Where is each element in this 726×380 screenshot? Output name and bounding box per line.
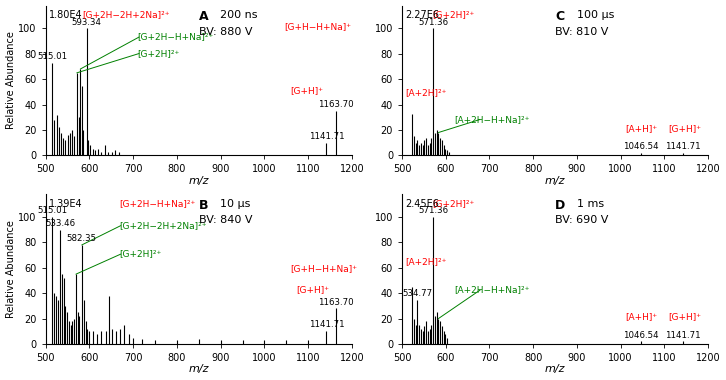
- Text: [G+H−H+Na]⁺: [G+H−H+Na]⁺: [290, 264, 358, 274]
- Text: 2.27E6: 2.27E6: [405, 10, 439, 20]
- Text: 10 μs: 10 μs: [220, 199, 250, 209]
- Text: [A+2H−H+Na]²⁺: [A+2H−H+Na]²⁺: [454, 286, 529, 294]
- Text: [G+2H−H+Na]²⁺: [G+2H−H+Na]²⁺: [137, 33, 214, 41]
- Text: 515.01: 515.01: [37, 52, 68, 61]
- X-axis label: m/z: m/z: [189, 176, 209, 186]
- Text: 200 ns: 200 ns: [220, 10, 258, 20]
- Text: [G+2H−H+Na]²⁺: [G+2H−H+Na]²⁺: [119, 199, 195, 207]
- Text: 582.35: 582.35: [67, 234, 97, 243]
- Text: 1141.71: 1141.71: [665, 142, 701, 151]
- Text: [G+2H−2H+2Na]²⁺: [G+2H−2H+2Na]²⁺: [119, 221, 207, 230]
- Text: 1141.71: 1141.71: [665, 331, 701, 340]
- Text: BV: 810 V: BV: 810 V: [555, 27, 608, 36]
- Text: [G+2H]²⁺: [G+2H]²⁺: [433, 10, 475, 19]
- Text: 100 μs: 100 μs: [576, 10, 614, 20]
- Text: C: C: [555, 10, 564, 23]
- Text: 533.46: 533.46: [45, 219, 76, 228]
- Text: [G+H]⁺: [G+H]⁺: [669, 313, 701, 321]
- Text: 1163.70: 1163.70: [318, 100, 354, 109]
- Text: [G+H]⁺: [G+H]⁺: [290, 87, 324, 95]
- Text: 1141.71: 1141.71: [309, 132, 344, 141]
- Text: BV: 880 V: BV: 880 V: [199, 27, 253, 36]
- Text: B: B: [199, 199, 208, 212]
- Text: [G+H]⁺: [G+H]⁺: [669, 124, 701, 133]
- Text: [A+2H−H+Na]²⁺: [A+2H−H+Na]²⁺: [454, 115, 529, 124]
- Text: 1.80E4: 1.80E4: [49, 10, 83, 20]
- Text: BV: 840 V: BV: 840 V: [199, 215, 253, 225]
- X-axis label: m/z: m/z: [544, 364, 566, 374]
- Y-axis label: Relative Abundance: Relative Abundance: [6, 32, 15, 130]
- Text: 515.01: 515.01: [37, 206, 68, 215]
- Text: 571.36: 571.36: [418, 206, 448, 215]
- Text: 1 ms: 1 ms: [576, 199, 603, 209]
- Text: 1046.54: 1046.54: [623, 331, 658, 340]
- Text: 1046.54: 1046.54: [623, 142, 658, 151]
- X-axis label: m/z: m/z: [544, 176, 566, 186]
- Text: 1.39E4: 1.39E4: [49, 199, 83, 209]
- Text: [A+H]⁺: [A+H]⁺: [626, 313, 658, 321]
- Text: 593.34: 593.34: [72, 17, 102, 27]
- Text: [A+2H]²⁺: [A+2H]²⁺: [405, 257, 446, 266]
- Text: [G+2H]²⁺: [G+2H]²⁺: [433, 199, 475, 207]
- X-axis label: m/z: m/z: [189, 364, 209, 374]
- Text: [G+H]⁺: [G+H]⁺: [297, 286, 330, 294]
- Text: 571.36: 571.36: [418, 17, 448, 27]
- Text: [G+2H]²⁺: [G+2H]²⁺: [119, 250, 161, 259]
- Text: A: A: [199, 10, 208, 23]
- Y-axis label: Relative Abundance: Relative Abundance: [6, 220, 15, 318]
- Text: BV: 690 V: BV: 690 V: [555, 215, 608, 225]
- Text: [G+2H]²⁺: [G+2H]²⁺: [137, 49, 180, 58]
- Text: [A+2H]²⁺: [A+2H]²⁺: [405, 88, 446, 97]
- Text: 1163.70: 1163.70: [318, 298, 354, 307]
- Text: 534.77: 534.77: [402, 289, 432, 298]
- Text: 1141.71: 1141.71: [309, 320, 344, 329]
- Text: D: D: [555, 199, 566, 212]
- Text: [G+2H−2H+2Na]²⁺: [G+2H−2H+2Na]²⁺: [83, 10, 170, 19]
- Text: 2.45E6: 2.45E6: [405, 199, 439, 209]
- Text: [G+H−H+Na]⁺: [G+H−H+Na]⁺: [285, 22, 351, 31]
- Text: [A+H]⁺: [A+H]⁺: [626, 124, 658, 133]
